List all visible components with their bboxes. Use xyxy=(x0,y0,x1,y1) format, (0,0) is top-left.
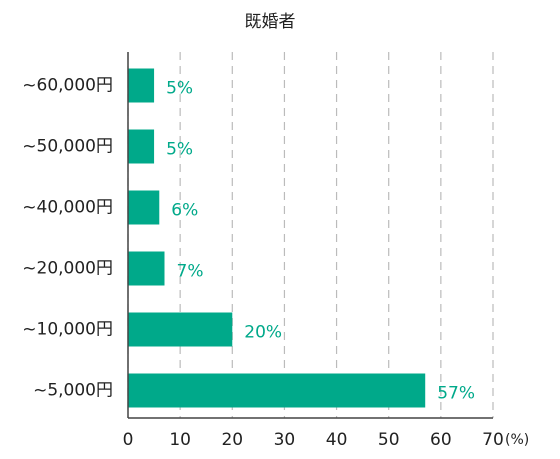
y-tick-label: ~5,000円 xyxy=(33,381,113,401)
value-label: 5% xyxy=(166,79,193,99)
y-tick-label: ~50,000円 xyxy=(22,137,113,157)
value-label: 57% xyxy=(437,384,475,404)
x-tick-label: 0 xyxy=(123,430,134,450)
value-label: 7% xyxy=(177,262,204,282)
x-tick-label: 60 xyxy=(430,430,452,450)
bar xyxy=(128,68,155,103)
y-tick-label: ~40,000円 xyxy=(22,198,113,218)
value-label: 5% xyxy=(166,140,193,160)
y-tick-label: ~10,000円 xyxy=(22,320,113,340)
x-tick-label: 30 xyxy=(274,430,296,450)
x-tick-label: 70 xyxy=(482,430,504,450)
x-axis-unit: (%) xyxy=(505,432,529,448)
x-tick-label: 40 xyxy=(326,430,348,450)
x-tick-label: 20 xyxy=(221,430,243,450)
bar xyxy=(128,190,160,225)
bar xyxy=(128,373,426,408)
x-tick-label: 50 xyxy=(378,430,400,450)
chart-title: 既婚者 xyxy=(245,12,296,32)
value-label: 20% xyxy=(244,323,282,343)
x-tick-label: 10 xyxy=(169,430,191,450)
y-tick-label: ~20,000円 xyxy=(22,259,113,279)
y-tick-label: ~60,000円 xyxy=(22,76,113,96)
bar xyxy=(128,129,155,164)
bar xyxy=(128,251,165,286)
bar xyxy=(128,312,233,347)
value-label: 6% xyxy=(171,201,198,221)
